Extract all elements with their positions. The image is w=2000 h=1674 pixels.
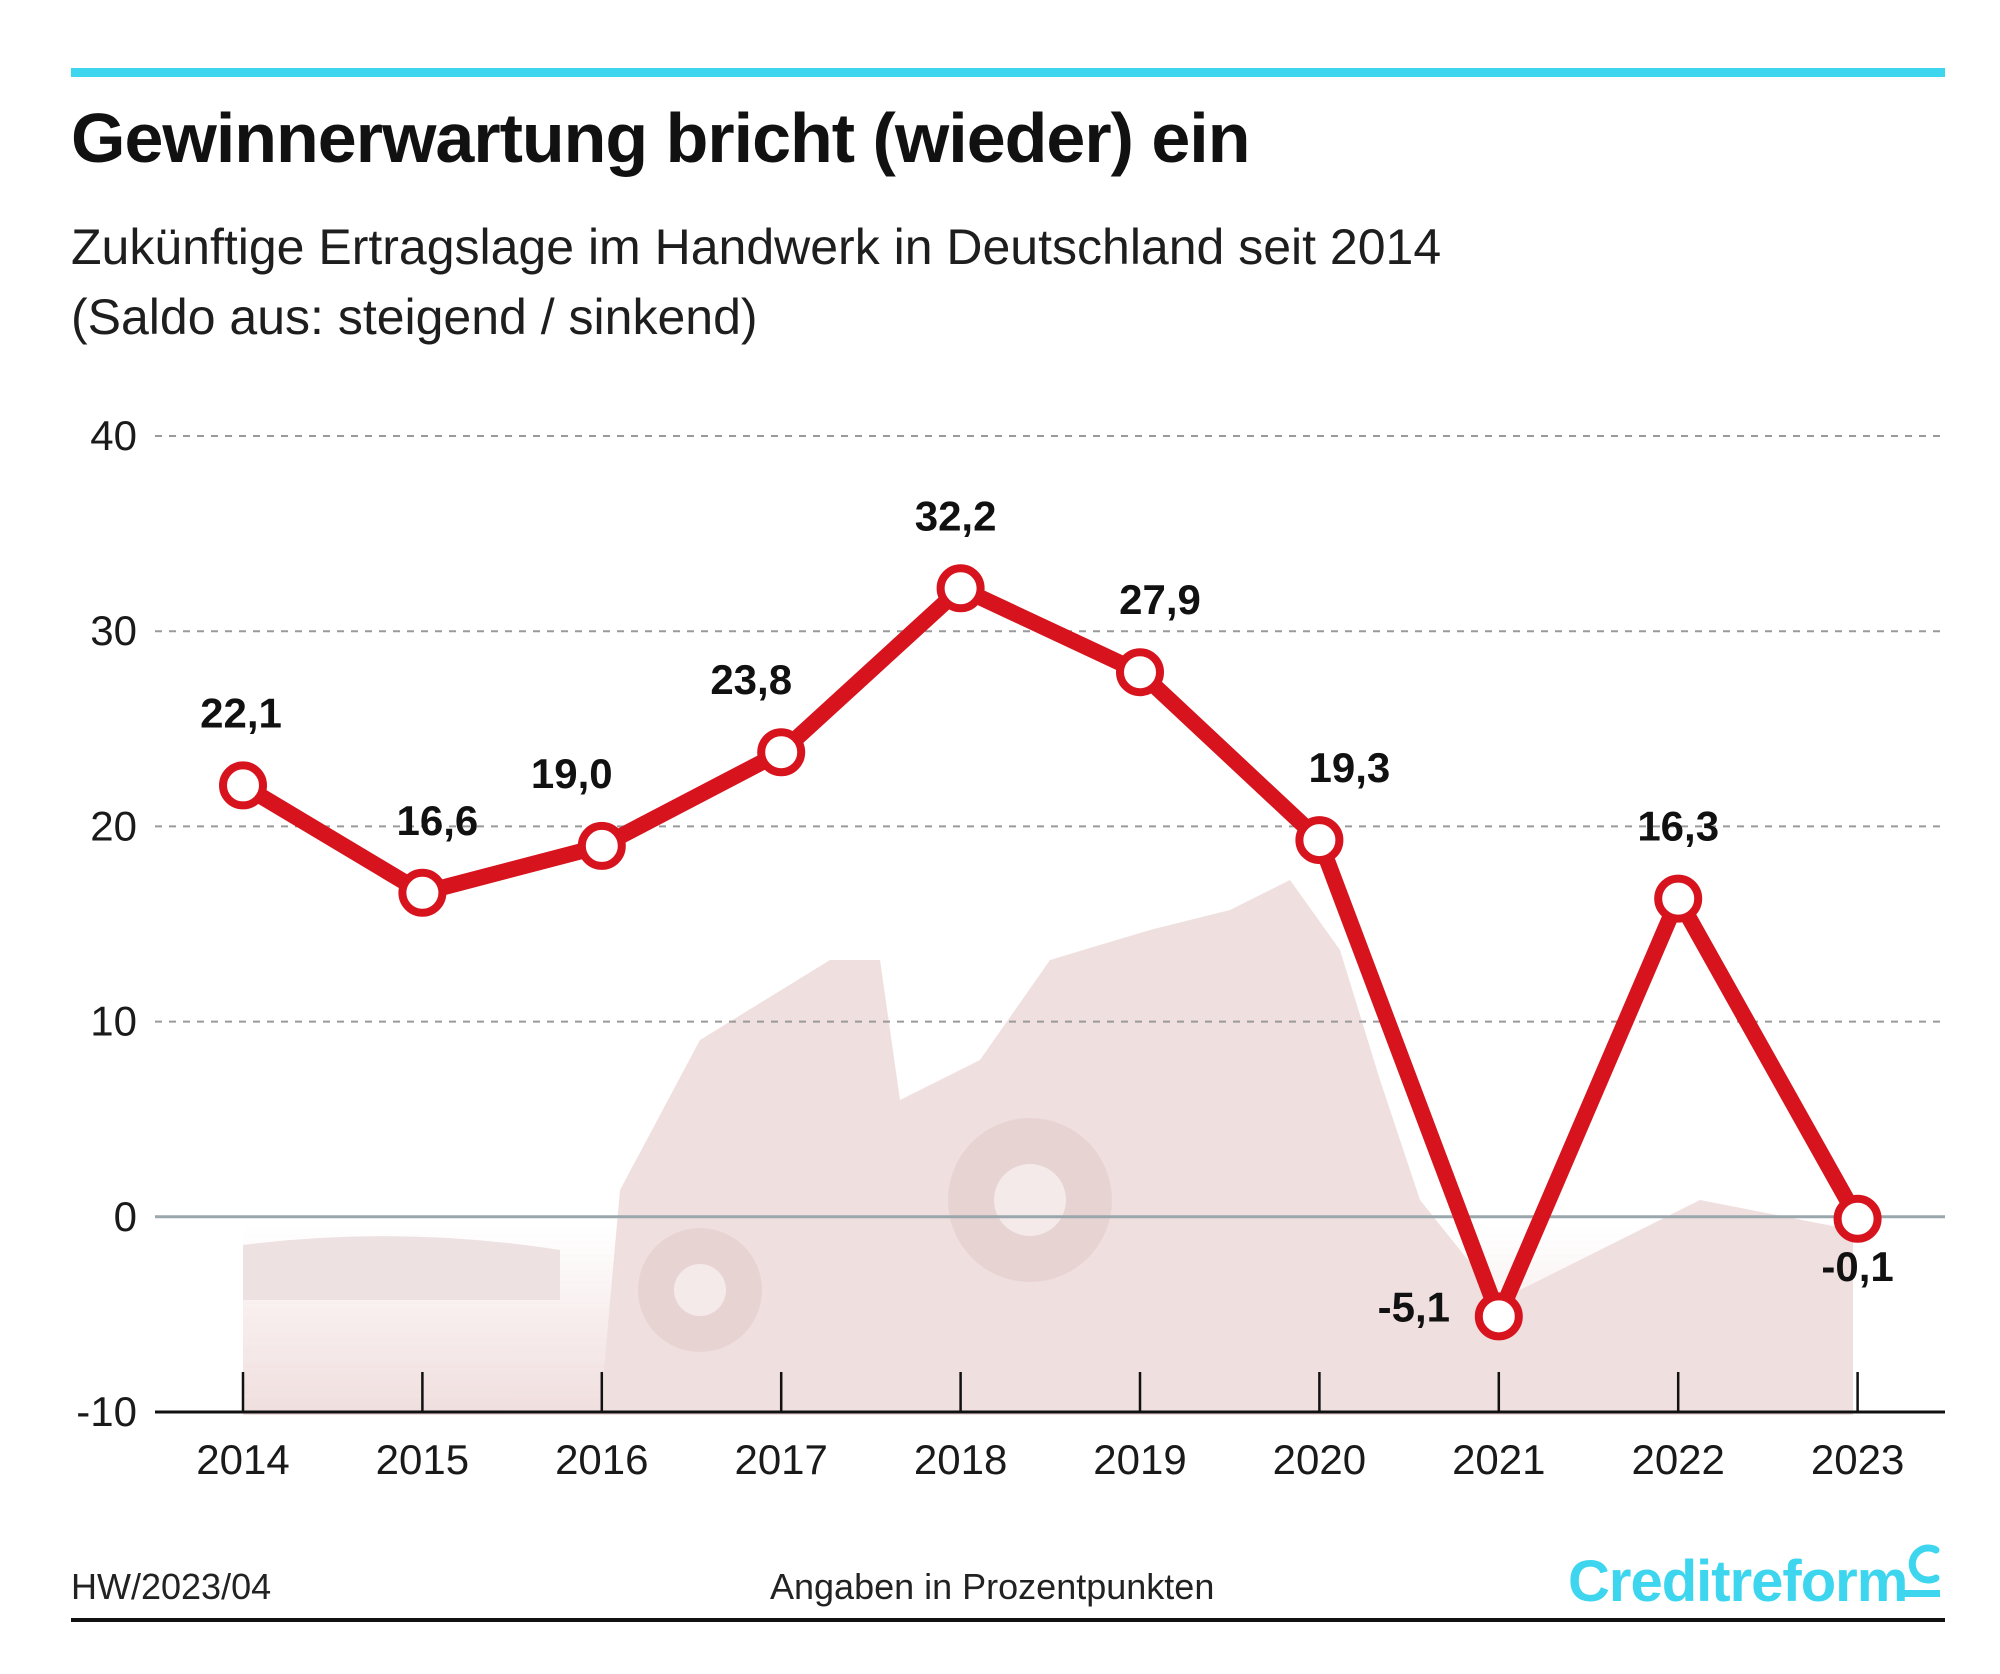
x-tick-label: 2020 — [1273, 1436, 1366, 1483]
data-point — [577, 821, 626, 870]
data-point — [1474, 1292, 1523, 1341]
footer-code: HW/2023/04 — [71, 1566, 272, 1607]
data-point — [1654, 874, 1703, 923]
data-point — [1116, 648, 1164, 697]
series-line — [238, 578, 1865, 1338]
data-label: -0,1 — [1821, 1243, 1893, 1290]
data-label: 22,1 — [200, 689, 282, 736]
data-point — [1295, 816, 1344, 865]
series-points — [219, 564, 1882, 1341]
data-label: 16,6 — [397, 797, 479, 844]
y-tick-label: 30 — [90, 607, 137, 654]
x-tick-label: 2021 — [1452, 1436, 1545, 1483]
x-tick-label: 2016 — [555, 1436, 648, 1483]
x-tick-label: 2015 — [376, 1436, 469, 1483]
brand-c-icon — [1904, 1544, 1940, 1597]
subtitle-line-1: Zukünftige Ertragslage im Handwerk in De… — [71, 219, 1442, 275]
x-tick-label: 2019 — [1093, 1436, 1186, 1483]
gridlines — [155, 435, 1945, 1414]
subtitle-line-2: (Saldo aus: steigend / sinkend) — [71, 289, 758, 345]
data-point — [936, 564, 985, 613]
data-label: 32,2 — [915, 492, 997, 539]
x-tick-label: 2017 — [734, 1436, 827, 1483]
x-tick-label: 2018 — [914, 1436, 1007, 1483]
footer-unit-note: Angaben in Prozentpunkten — [770, 1566, 1215, 1607]
y-axis-ticks: 40 30 20 10 0 -10 — [76, 412, 137, 1435]
x-axis-ticks: 2014 2015 2016 2017 2018 2019 2020 2021 2022 2023 — [196, 1372, 1904, 1483]
background-photo — [243, 880, 1853, 1415]
data-label: 16,3 — [1637, 803, 1719, 850]
x-tick-label: 2023 — [1811, 1436, 1904, 1483]
y-tick-label: 20 — [90, 802, 137, 849]
data-label: -5,1 — [1378, 1283, 1450, 1330]
x-tick-label: 2022 — [1631, 1436, 1724, 1483]
chart-subtitle: Zukünftige Ertragslage im Handwerk in De… — [71, 212, 1871, 352]
brand-logo: Creditreform — [1568, 1549, 1908, 1614]
data-label: 23,8 — [710, 656, 792, 703]
y-tick-label: 40 — [90, 412, 137, 459]
data-point — [219, 761, 267, 810]
data-label: 27,9 — [1119, 576, 1201, 623]
x-tick-label: 2014 — [196, 1436, 289, 1483]
data-label: 19,3 — [1309, 744, 1391, 791]
y-tick-label: 10 — [90, 998, 137, 1045]
chart-title: Gewinnerwartung bricht (wieder) ein — [71, 99, 1250, 177]
data-point — [757, 728, 806, 777]
data-labels: 22,1 16,6 19,0 23,8 32,2 27,9 19,3 -5,1 16,3 -0,1 — [200, 492, 1894, 1330]
data-point — [1833, 1194, 1882, 1243]
data-point — [398, 868, 447, 917]
y-tick-label: -10 — [76, 1388, 137, 1435]
top-accent-rule — [71, 68, 1945, 77]
line-chart: 40 30 20 10 0 -10 2014 2015 2016 2017 2018 2019 202… — [76, 412, 1945, 1483]
y-tick-label: 0 — [114, 1193, 137, 1240]
series-polyline — [238, 578, 1865, 1338]
bottom-rule — [71, 1618, 1945, 1622]
data-label: 19,0 — [531, 750, 613, 797]
